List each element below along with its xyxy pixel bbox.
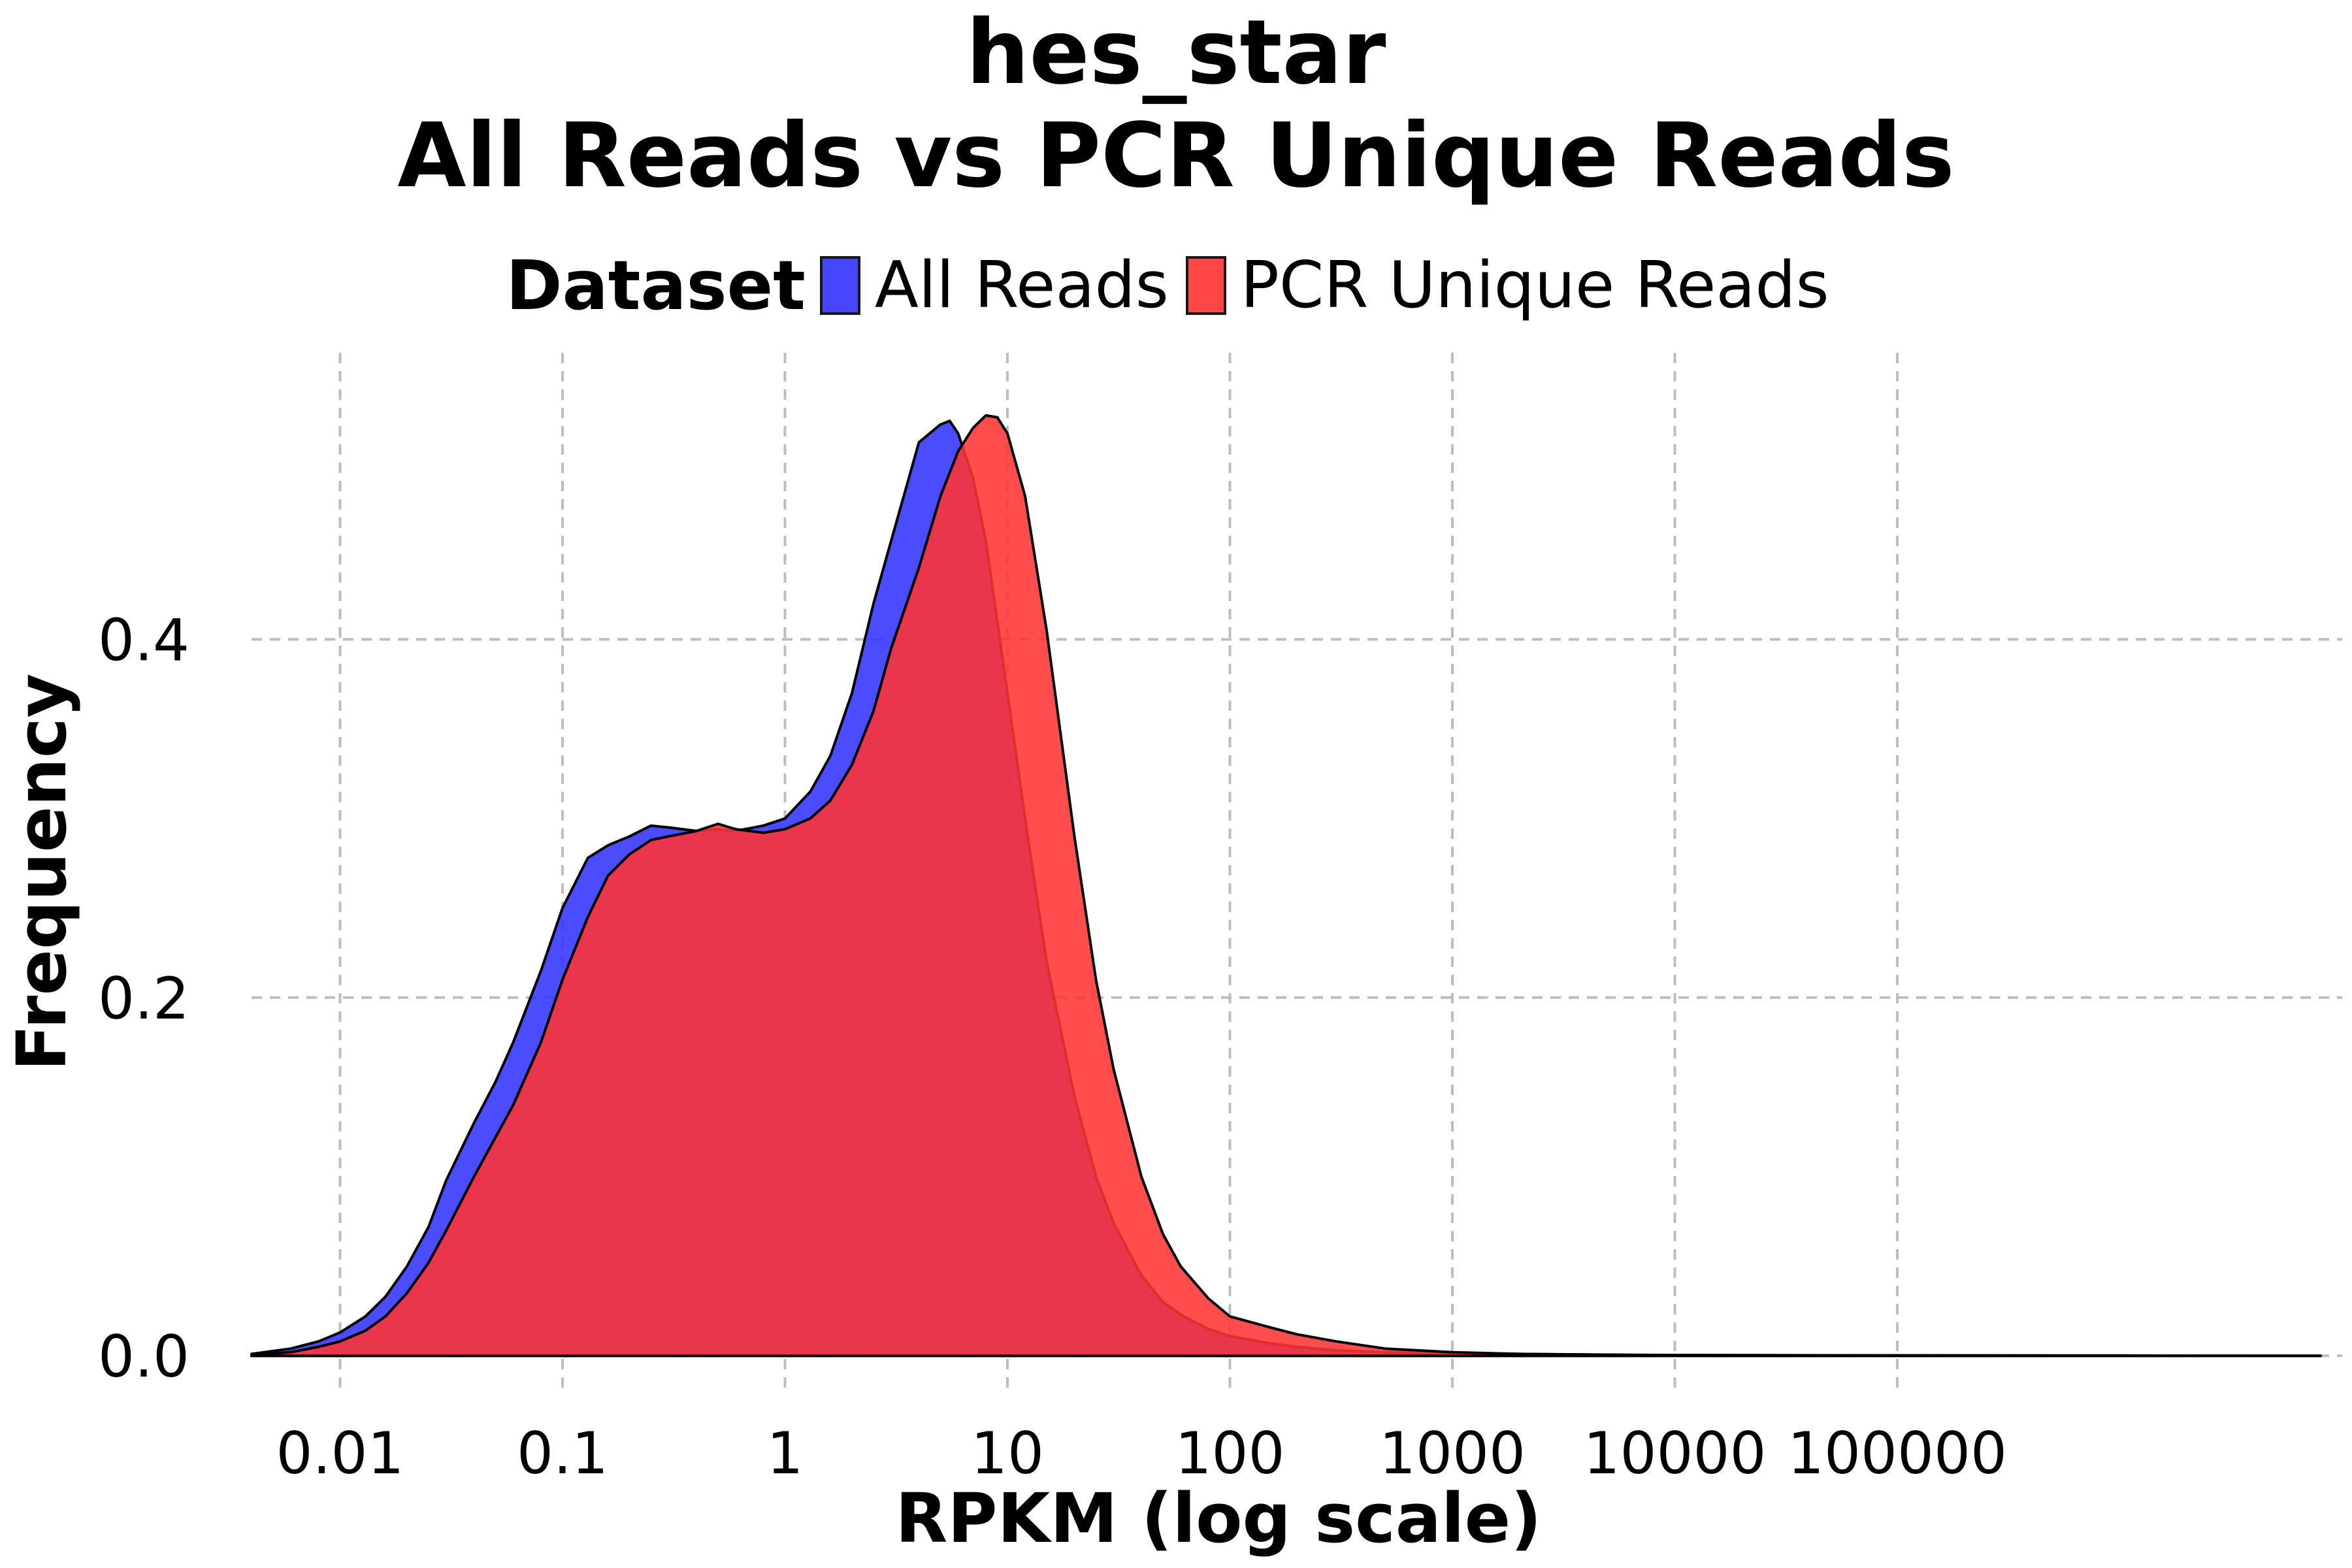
- x-axis-title: RPKM (log scale): [895, 1478, 1541, 1558]
- axis-ticks: 0.01 0.1 1 10 100 1000 10000 100000 0.0 0.2 0.4: [98, 607, 2007, 1487]
- legend-item-all-reads: All Reads: [819, 248, 1169, 323]
- x-tick-label-1: 1: [766, 1420, 803, 1487]
- chart-subtitle: All Reads vs PCR Unique Reads: [397, 105, 1955, 208]
- chart-title: hes_star: [966, 1, 1386, 105]
- x-tick-label-0-01: 0.01: [276, 1420, 404, 1487]
- legend-label-pcr-unique-reads: PCR Unique Reads: [1240, 248, 1829, 323]
- legend-item-pcr-unique-reads: PCR Unique Reads: [1185, 248, 1829, 323]
- legend-swatch-pcr-unique-reads: [1185, 256, 1226, 315]
- legend-swatch-all-reads: [819, 256, 860, 315]
- y-tick-label-0-2: 0.2: [98, 965, 189, 1032]
- density-area-pcr-unique-reads: [250, 414, 2322, 1358]
- x-tick-label-10000: 10000: [1584, 1420, 1767, 1487]
- legend: Dataset All Reads PCR Unique Reads: [0, 243, 2352, 328]
- y-tick-label-0-4: 0.4: [98, 607, 189, 674]
- x-tick-label-10: 10: [971, 1420, 1044, 1487]
- legend-title: Dataset: [506, 246, 806, 325]
- y-axis-title: Frequency: [2, 674, 82, 1071]
- x-tick-label-100: 100: [1175, 1420, 1285, 1487]
- x-tick-label-0-1: 0.1: [517, 1420, 608, 1487]
- x-tick-label-100000: 100000: [1788, 1420, 2007, 1487]
- density-areas: [250, 414, 2322, 1358]
- x-tick-label-1000: 1000: [1379, 1420, 1526, 1487]
- y-tick-label-0-0: 0.0: [98, 1323, 189, 1390]
- legend-label-all-reads: All Reads: [874, 248, 1169, 323]
